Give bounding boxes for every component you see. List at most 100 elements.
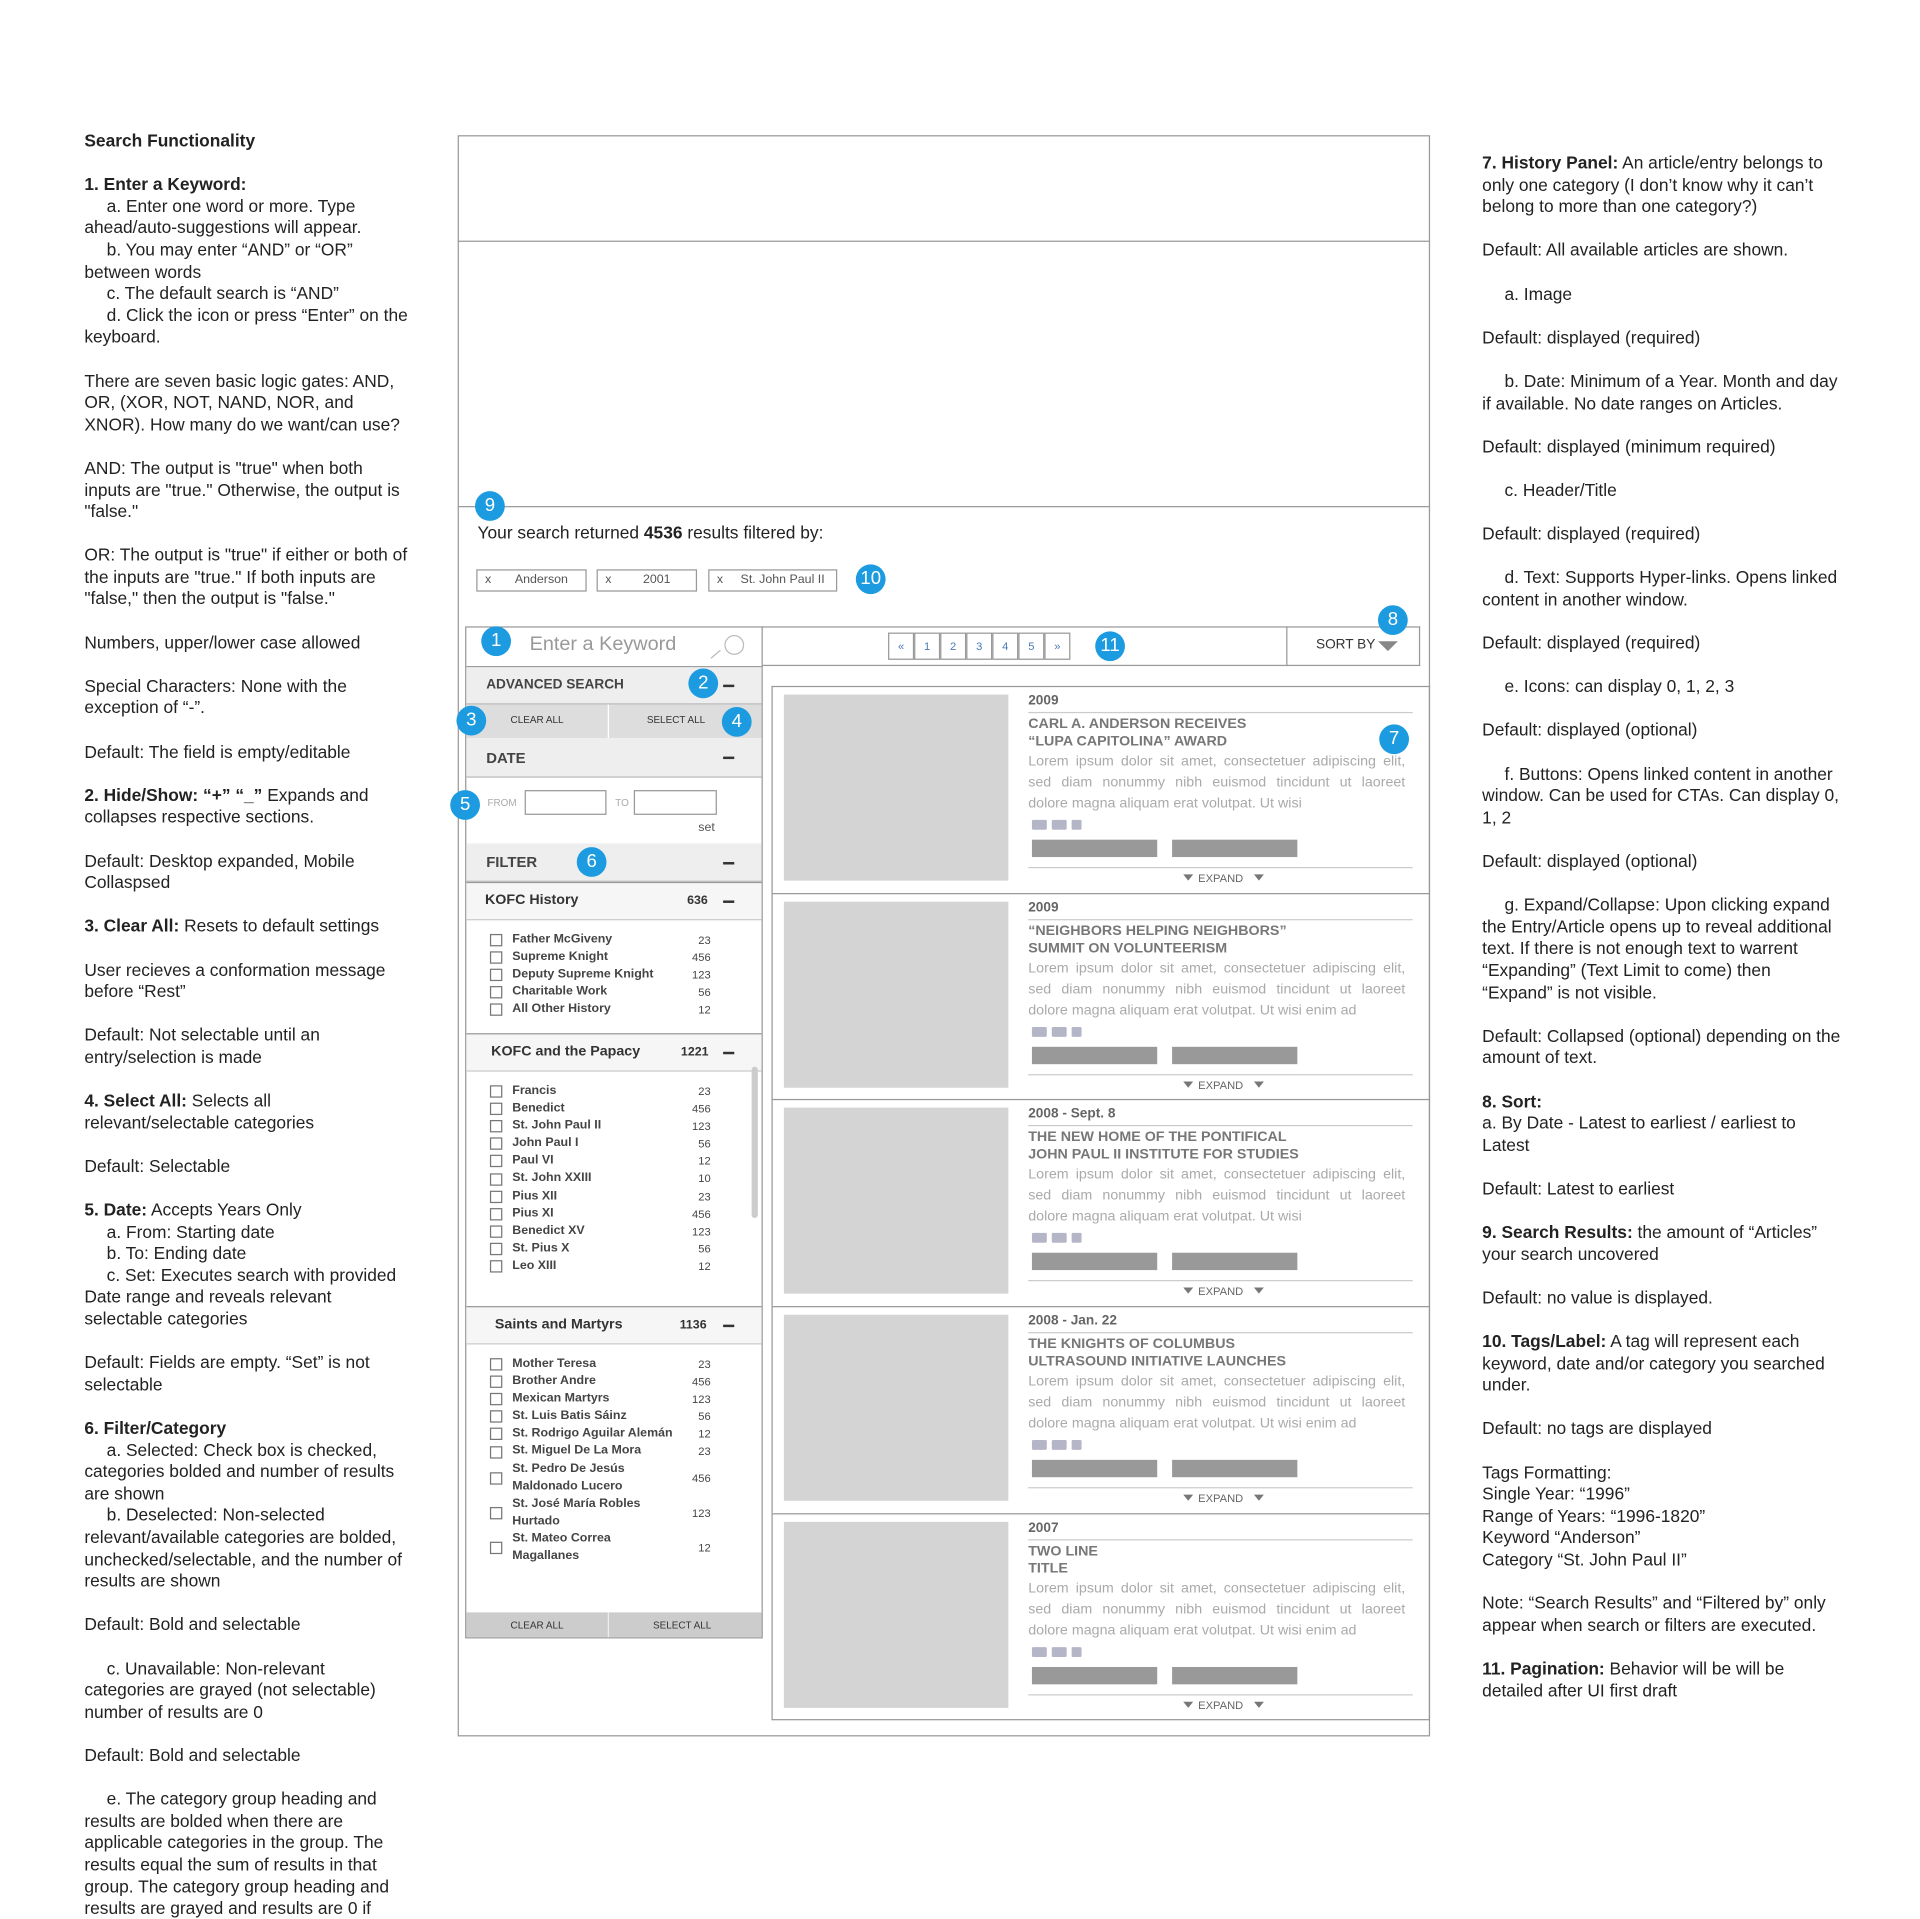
cta-button[interactable] bbox=[1031, 839, 1158, 858]
checkbox[interactable] bbox=[489, 1393, 503, 1406]
date-to-input[interactable] bbox=[633, 790, 717, 815]
note-paragraph: AND: The output is "true" when both inpu… bbox=[84, 458, 409, 523]
note-paragraph: Default: displayed (optional) bbox=[1482, 720, 1844, 742]
checkbox[interactable] bbox=[489, 1242, 503, 1256]
checkbox[interactable] bbox=[489, 1102, 503, 1116]
cta-button[interactable] bbox=[1172, 839, 1298, 858]
tag-remove: x bbox=[484, 573, 492, 587]
checkbox[interactable] bbox=[489, 934, 503, 947]
date-from-input[interactable] bbox=[524, 790, 607, 815]
media-icon bbox=[1051, 1440, 1067, 1451]
note-text: Numbers, upper/lower case allowed bbox=[84, 632, 361, 652]
collapse-toggle[interactable] bbox=[723, 900, 735, 903]
sort-button[interactable]: SORT BY bbox=[1315, 637, 1376, 653]
checkbox[interactable] bbox=[489, 1120, 503, 1133]
group-header-row bbox=[466, 881, 762, 921]
category-label: Mother Teresa bbox=[512, 1356, 597, 1371]
cta-button[interactable] bbox=[1031, 1459, 1158, 1478]
checkbox[interactable] bbox=[489, 986, 503, 999]
date-heading-row bbox=[466, 737, 762, 778]
footer-clear-all[interactable]: CLEAR ALL bbox=[510, 1619, 564, 1632]
checkbox[interactable] bbox=[489, 1190, 503, 1203]
expand-toggle[interactable]: EXPAND bbox=[1198, 1698, 1244, 1712]
cta-button[interactable] bbox=[1031, 1666, 1158, 1685]
collapse-toggle[interactable] bbox=[723, 861, 735, 864]
checkbox[interactable] bbox=[489, 1358, 503, 1371]
collapse-toggle[interactable] bbox=[723, 684, 735, 688]
checkbox[interactable] bbox=[489, 1506, 503, 1520]
cta-button[interactable] bbox=[1172, 1253, 1298, 1271]
expand-toggle[interactable]: EXPAND bbox=[1198, 871, 1244, 885]
filter-tag[interactable]: x 2001 bbox=[596, 569, 698, 592]
note-text: Default: The field is empty/editable bbox=[84, 741, 351, 762]
category-item: Francis 23 bbox=[489, 1083, 711, 1100]
cta-button[interactable] bbox=[1031, 1253, 1158, 1271]
cta-button[interactable] bbox=[1172, 1459, 1298, 1478]
group-count: 636 bbox=[687, 894, 708, 908]
category-list: Mother Teresa 23 Brother Andre 456 Mexican M… bbox=[489, 1356, 711, 1566]
clear-select-divider bbox=[607, 704, 609, 738]
cta-button[interactable] bbox=[1172, 1666, 1298, 1685]
note-paragraph: 1. Enter a Keyword: a. Enter one word or … bbox=[84, 174, 409, 349]
category-item: Supreme Knight 456 bbox=[489, 949, 711, 966]
checkbox[interactable] bbox=[489, 1445, 503, 1459]
article-image bbox=[783, 1521, 1009, 1708]
callout-badge: 4 bbox=[721, 706, 752, 737]
expand-toggle[interactable]: EXPAND bbox=[1198, 1285, 1244, 1298]
page-link[interactable]: » bbox=[1044, 632, 1071, 660]
page-link[interactable]: 3 bbox=[966, 632, 993, 660]
checkbox[interactable] bbox=[489, 1225, 503, 1238]
collapse-toggle[interactable] bbox=[723, 1324, 735, 1328]
checkbox[interactable] bbox=[489, 1260, 503, 1273]
expand-toggle[interactable]: EXPAND bbox=[1198, 1492, 1244, 1505]
select-all-button[interactable]: SELECT ALL bbox=[646, 714, 706, 726]
category-item: Paul VI 12 bbox=[489, 1153, 711, 1170]
filter-tag[interactable]: x St. John Paul II bbox=[708, 569, 838, 592]
note-item: c. The default search is “AND” bbox=[106, 282, 339, 303]
collapse-toggle[interactable] bbox=[723, 1051, 735, 1055]
date-set-button[interactable]: set bbox=[698, 821, 715, 835]
checkbox[interactable] bbox=[489, 1003, 503, 1017]
page-link[interactable]: 5 bbox=[1018, 632, 1045, 660]
category-label: John Paul I bbox=[512, 1136, 579, 1151]
media-icon bbox=[1071, 1440, 1082, 1451]
note-paragraph: Default: displayed (required) bbox=[1482, 524, 1844, 546]
page-link[interactable]: 4 bbox=[992, 632, 1019, 660]
checkbox[interactable] bbox=[489, 1172, 503, 1186]
checkbox[interactable] bbox=[489, 1471, 503, 1485]
media-icon bbox=[1071, 1233, 1082, 1244]
checkbox[interactable] bbox=[489, 968, 503, 982]
note-paragraph: e. The category group heading and result… bbox=[84, 1789, 409, 1919]
filter-tag[interactable]: x Anderson bbox=[476, 569, 587, 592]
cta-button[interactable] bbox=[1031, 1046, 1158, 1064]
cta-button[interactable] bbox=[1172, 1046, 1298, 1064]
checkbox[interactable] bbox=[489, 1155, 503, 1168]
expand-toggle[interactable]: EXPAND bbox=[1198, 1078, 1244, 1092]
article-date: 2008 - Jan. 22 bbox=[1028, 1313, 1117, 1329]
filter-panel bbox=[465, 626, 763, 1639]
article-title: “LUPA CAPITOLINA” AWARD bbox=[1028, 734, 1228, 750]
page-link[interactable]: « bbox=[888, 632, 915, 660]
note-paragraph: 3. Clear All: Resets to default settings bbox=[84, 916, 409, 938]
note-lead: 5. Date: bbox=[84, 1199, 148, 1220]
note-paragraph: 5. Date: Accepts Years Only a. From: Star… bbox=[84, 1199, 409, 1330]
collapse-toggle[interactable] bbox=[723, 756, 735, 760]
checkbox[interactable] bbox=[489, 1428, 503, 1441]
date-rule bbox=[1028, 918, 1413, 920]
category-label: Deputy Supreme Knight bbox=[512, 967, 654, 982]
checkbox[interactable] bbox=[489, 1085, 503, 1098]
checkbox[interactable] bbox=[489, 1375, 503, 1389]
category-label: Mexican Martyrs bbox=[512, 1391, 610, 1406]
clear-all-button[interactable]: CLEAR ALL bbox=[510, 714, 564, 726]
footer-select-all[interactable]: SELECT ALL bbox=[653, 1619, 712, 1632]
checkbox[interactable] bbox=[489, 1207, 503, 1221]
category-item: Mother Teresa 23 bbox=[489, 1356, 711, 1373]
page-link[interactable]: 2 bbox=[940, 632, 967, 660]
checkbox[interactable] bbox=[489, 1541, 503, 1555]
page-link[interactable]: 1 bbox=[914, 632, 941, 660]
checkbox[interactable] bbox=[489, 951, 503, 964]
note-text: Default: no value is displayed. bbox=[1482, 1287, 1713, 1308]
checkbox[interactable] bbox=[489, 1410, 503, 1424]
checkbox[interactable] bbox=[489, 1137, 503, 1151]
note-text: Default: Bold and selectable bbox=[84, 1614, 301, 1634]
